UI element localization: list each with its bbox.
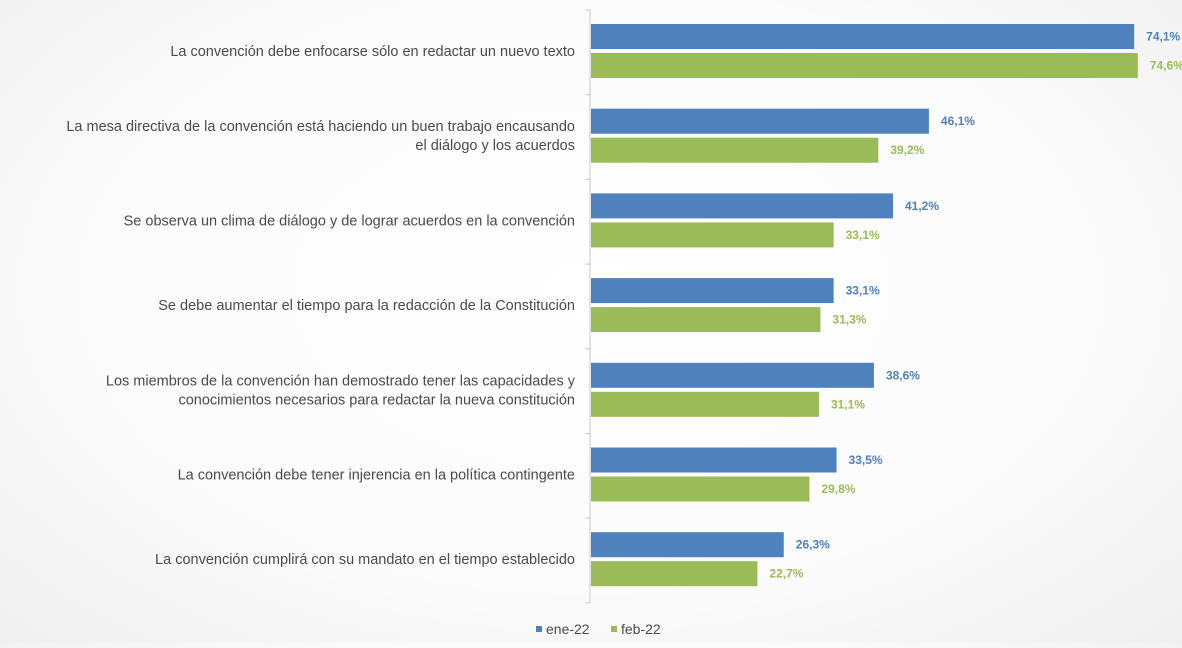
bar-ene-22 xyxy=(591,362,874,388)
data-label: 26,3% xyxy=(796,538,830,552)
category-label: Se debe aumentar el tiempo para la redac… xyxy=(158,298,575,314)
category-label: Los miembros de la convención han demost… xyxy=(106,373,576,389)
bar-ene-22 xyxy=(591,532,784,558)
data-label: 31,1% xyxy=(831,397,865,411)
data-label: 74,6% xyxy=(1150,59,1182,73)
bar-ene-22 xyxy=(591,193,893,219)
bar-ene-22 xyxy=(591,108,929,134)
category-label: La convención debe enfocarse sólo en red… xyxy=(170,44,575,60)
legend-label: ene-22 xyxy=(546,621,590,637)
data-label: 33,1% xyxy=(846,228,880,242)
legend-label: feb-22 xyxy=(621,621,661,637)
bar-feb-22 xyxy=(591,476,810,502)
data-label: 29,8% xyxy=(821,482,855,496)
data-label: 38,6% xyxy=(886,368,920,382)
data-label: 39,2% xyxy=(890,143,924,157)
bar-feb-22 xyxy=(591,307,821,333)
bar-ene-22 xyxy=(591,447,837,473)
bar-feb-22 xyxy=(591,222,834,248)
bar-ene-22 xyxy=(591,24,1135,49)
data-label: 33,5% xyxy=(849,453,883,467)
legend-marker-ene-22 xyxy=(536,626,542,632)
bar-feb-22 xyxy=(591,137,879,163)
data-label: 22,7% xyxy=(769,567,803,581)
category-label: conocimientos necesarios para redactar l… xyxy=(178,392,575,408)
bar-feb-22 xyxy=(591,391,819,417)
bar-ene-22 xyxy=(591,278,834,304)
data-label: 46,1% xyxy=(941,114,975,128)
data-label: 33,1% xyxy=(846,284,880,298)
data-label: 41,2% xyxy=(905,199,939,213)
data-label: 31,3% xyxy=(832,313,866,327)
bar-feb-22 xyxy=(591,53,1138,78)
bar-feb-22 xyxy=(591,561,758,587)
category-label: el diálogo y los acuerdos xyxy=(415,138,575,154)
data-label: 74,1% xyxy=(1146,30,1180,44)
category-label: Se observa un clima de diálogo y de logr… xyxy=(124,213,575,229)
category-label: La convención debe tener injerencia en l… xyxy=(178,468,575,484)
category-label: La convención cumplirá con su mandato en… xyxy=(155,552,575,568)
legend-marker-feb-22 xyxy=(611,626,617,632)
category-label: La mesa directiva de la convención está … xyxy=(66,119,575,135)
